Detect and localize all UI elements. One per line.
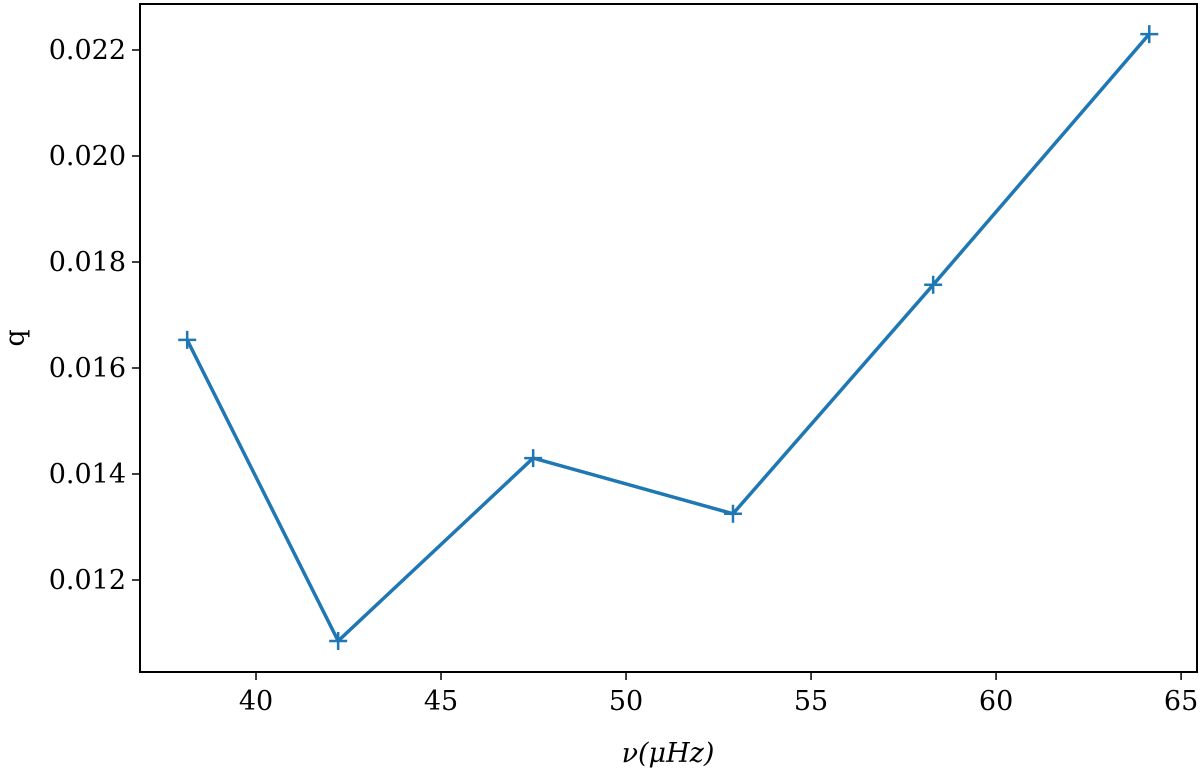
y-tick-label: 0.022 bbox=[49, 35, 126, 66]
x-tick-label: 50 bbox=[609, 686, 643, 717]
plot-frame bbox=[139, 3, 1198, 673]
point-marker bbox=[329, 631, 348, 650]
x-tick-label: 55 bbox=[794, 686, 828, 717]
y-tick-label: 0.020 bbox=[49, 141, 126, 172]
x-tick-label: 60 bbox=[979, 686, 1013, 717]
series-line bbox=[185, 32, 1151, 644]
y-axis-label: q bbox=[0, 329, 31, 346]
x-tick-label: 65 bbox=[1164, 686, 1198, 717]
point-marker bbox=[524, 449, 543, 468]
x-tick-label: 40 bbox=[239, 686, 273, 717]
point-marker bbox=[178, 330, 197, 349]
y-tick-label: 0.014 bbox=[49, 459, 126, 490]
x-axis-label: ν(μHz) bbox=[622, 738, 715, 769]
y-tick-label: 0.016 bbox=[49, 353, 126, 384]
point-marker bbox=[924, 275, 943, 294]
y-tick-label: 0.018 bbox=[49, 247, 126, 278]
point-marker bbox=[1140, 25, 1159, 44]
point-marker bbox=[723, 504, 742, 523]
y-tick-label: 0.012 bbox=[49, 565, 126, 596]
x-tick-label: 45 bbox=[424, 686, 458, 717]
